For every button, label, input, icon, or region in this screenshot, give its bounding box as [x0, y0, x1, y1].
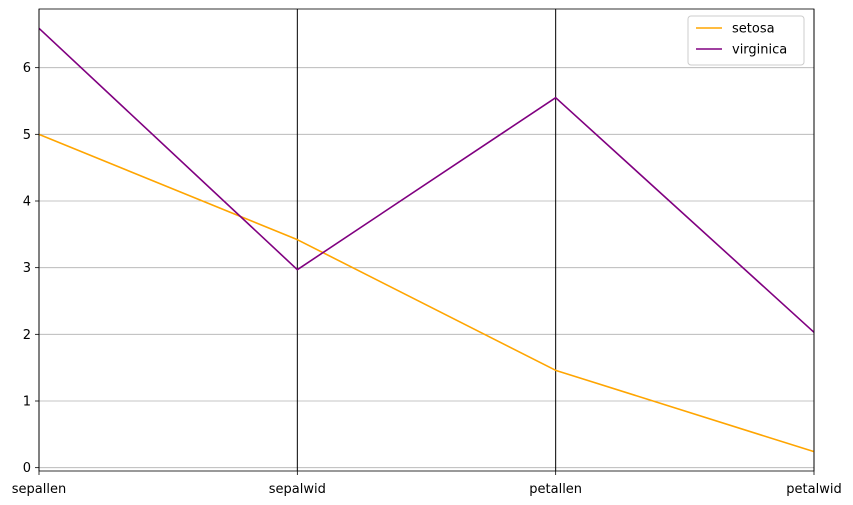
x-tick-label-sepalwid: sepalwid	[269, 482, 326, 497]
x-tick-label-petalwid: petalwid	[786, 482, 841, 497]
legend: setosa virginica	[687, 15, 805, 66]
series-line-setosa	[38, 133, 815, 453]
y-tick-label-6: 6	[23, 61, 31, 76]
axis-layer	[38, 9, 815, 471]
series-line-virginica	[38, 27, 815, 333]
y-tick-label-0: 0	[23, 461, 31, 476]
tick-layer: 0 1 2 3 4 5 6 sepallen sepalwid petallen petalwid	[12, 61, 842, 497]
legend-label-setosa: setosa	[732, 22, 775, 37]
y-tick-label-3: 3	[23, 261, 31, 276]
x-tick-label-sepallen: sepallen	[12, 482, 66, 497]
series-layer	[38, 27, 815, 453]
y-tick-label-2: 2	[23, 328, 31, 343]
grid-layer	[39, 67, 814, 469]
x-tick-label-petallen: petallen	[529, 482, 582, 497]
y-tick-label-4: 4	[23, 195, 31, 210]
y-tick-label-5: 5	[23, 128, 31, 143]
plot-frame	[38, 8, 815, 472]
y-tick-label-1: 1	[23, 395, 31, 410]
plot-frame-rect	[38, 8, 815, 472]
legend-label-virginica: virginica	[732, 43, 787, 58]
